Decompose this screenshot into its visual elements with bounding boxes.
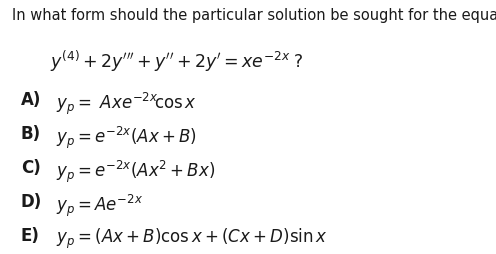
Text: C): C) [21, 159, 41, 177]
Text: D): D) [21, 193, 42, 211]
Text: $y_p = e^{-2x}(Ax + B)$: $y_p = e^{-2x}(Ax + B)$ [56, 125, 196, 151]
Text: $y_p = Ae^{-2x}$: $y_p = Ae^{-2x}$ [56, 193, 143, 219]
Text: B): B) [21, 125, 41, 143]
Text: $y_p = e^{-2x}(Ax^2 + Bx)$: $y_p = e^{-2x}(Ax^2 + Bx)$ [56, 159, 215, 185]
Text: $y^{(4)} + 2y''' + y'' + 2y' = xe^{-2x}\;?$: $y^{(4)} + 2y''' + y'' + 2y' = xe^{-2x}\… [51, 48, 304, 74]
Text: A): A) [21, 91, 41, 109]
Text: $y_p = (Ax + B)\cos x + (Cx + D)\sin x$: $y_p = (Ax + B)\cos x + (Cx + D)\sin x$ [56, 227, 327, 251]
Text: $y_p =\ Axe^{-2x}\!\cos x$: $y_p =\ Axe^{-2x}\!\cos x$ [56, 91, 196, 117]
Text: In what form should the particular solution be sought for the equation: In what form should the particular solut… [12, 8, 496, 23]
Text: E): E) [21, 227, 40, 245]
